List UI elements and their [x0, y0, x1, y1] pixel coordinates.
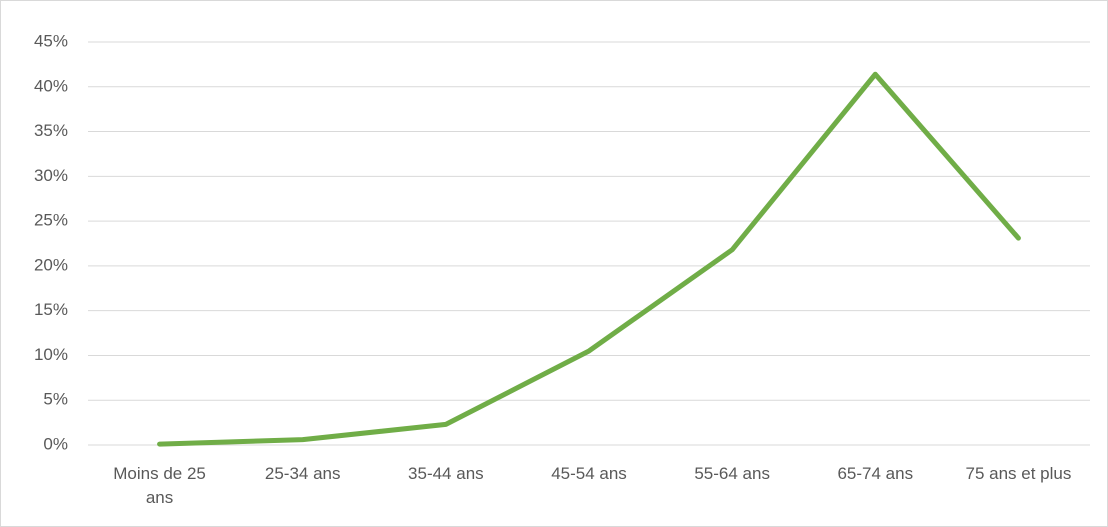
- y-tick-label: 25%: [34, 211, 68, 230]
- y-tick-label: 0%: [43, 434, 68, 453]
- y-tick-label: 5%: [43, 390, 68, 409]
- y-tick-label: 20%: [34, 255, 68, 274]
- y-tick-label: 15%: [34, 300, 68, 319]
- x-tick-label: 55-64 ans: [694, 464, 770, 483]
- y-tick-label: 35%: [34, 121, 68, 140]
- y-tick-label: 45%: [34, 31, 68, 50]
- x-tick-label: 75 ans et plus: [965, 464, 1072, 483]
- x-tick-label: Moins de 25 ans: [113, 464, 206, 507]
- x-tick-label: 65-74 ans: [837, 464, 914, 483]
- y-tick-label: 10%: [34, 345, 68, 364]
- y-tick-label: 40%: [34, 76, 68, 95]
- x-tick-label: 45-54 ans: [551, 464, 627, 483]
- y-tick-label: 30%: [34, 166, 68, 185]
- line: [157, 71, 1021, 447]
- x-tick-label: 25-34 ans: [264, 464, 341, 483]
- x-tick-label: 35-44 ans: [408, 464, 484, 483]
